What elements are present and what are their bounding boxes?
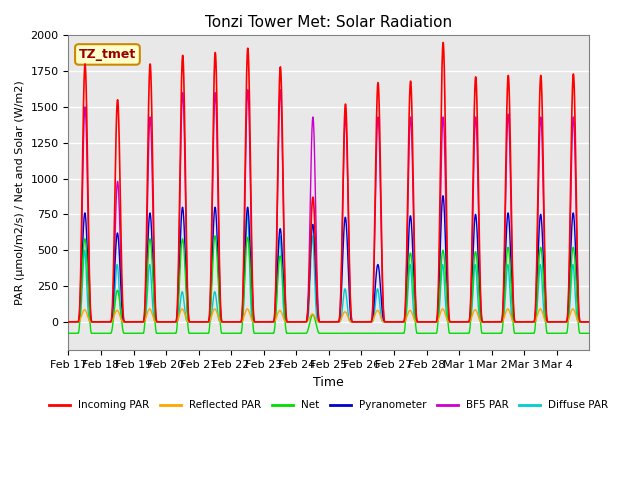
- Title: Tonzi Tower Met: Solar Radiation: Tonzi Tower Met: Solar Radiation: [205, 15, 452, 30]
- Text: TZ_tmet: TZ_tmet: [79, 48, 136, 61]
- Y-axis label: PAR (μmol/m2/s) / Net and Solar (W/m2): PAR (μmol/m2/s) / Net and Solar (W/m2): [15, 81, 25, 305]
- Legend: Incoming PAR, Reflected PAR, Net, Pyranometer, BF5 PAR, Diffuse PAR: Incoming PAR, Reflected PAR, Net, Pyrano…: [45, 396, 612, 415]
- X-axis label: Time: Time: [314, 376, 344, 389]
